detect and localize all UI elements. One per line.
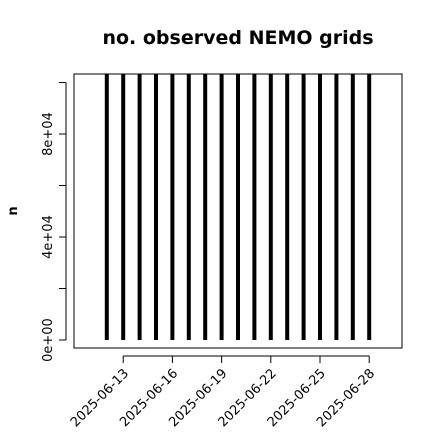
- y-tick-label: 4e+04: [41, 215, 56, 259]
- y-tick-label: 0e+00: [41, 318, 56, 362]
- chart-title: no. observed NEMO grids: [102, 27, 373, 49]
- y-axis-label: n: [6, 206, 21, 215]
- y-tick-label: 8e+04: [41, 112, 56, 156]
